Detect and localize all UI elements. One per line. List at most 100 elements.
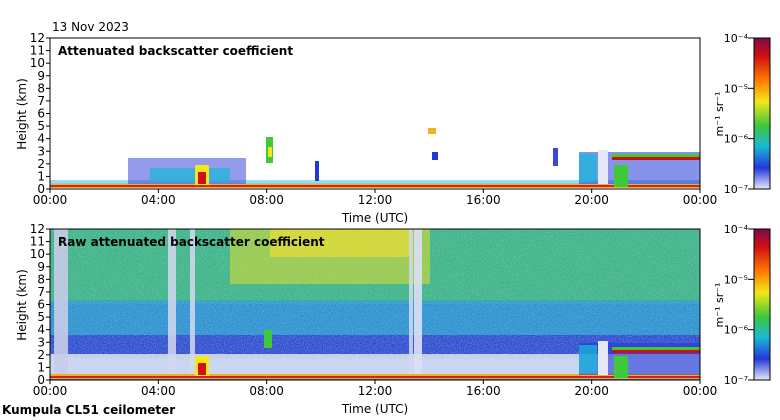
bottom-x-axis-label: Time (UTC) bbox=[341, 402, 408, 416]
y-tick-label: 11 bbox=[30, 235, 45, 249]
noise-speckle bbox=[50, 229, 700, 359]
x-tick-label: 16:00 bbox=[466, 193, 501, 207]
y-tick-label: 10 bbox=[30, 56, 45, 70]
y-tick-label: 2 bbox=[37, 157, 45, 171]
x-tick-label: 20:00 bbox=[574, 193, 609, 207]
cloud-18h bbox=[553, 148, 558, 166]
y-tick-label: 12 bbox=[30, 31, 45, 45]
colorbar-tick-label: 10⁻⁴ bbox=[724, 32, 749, 45]
surface-layer-edge bbox=[50, 185, 700, 187]
y-tick-label: 1 bbox=[37, 360, 45, 374]
gap-5h bbox=[168, 229, 176, 374]
evening-low-core bbox=[614, 165, 628, 187]
top-colorbar: 10⁻⁴ 10⁻⁵ 10⁻⁶ 10⁻⁷ m⁻¹ sr⁻¹ bbox=[713, 32, 771, 196]
y-tick-label: 9 bbox=[37, 69, 45, 83]
x-tick-label: 08:00 bbox=[249, 193, 284, 207]
gap-13.8h bbox=[414, 229, 422, 374]
y-tick-label: 8 bbox=[37, 81, 45, 95]
top-heatmap bbox=[50, 128, 700, 188]
cloud-8h-core bbox=[268, 147, 272, 157]
y-tick-label: 0 bbox=[37, 373, 45, 387]
bottom-heatmap bbox=[50, 229, 700, 379]
low-cloud-core bbox=[198, 363, 206, 375]
bottom-colorbar-unit: m⁻¹ sr⁻¹ bbox=[713, 283, 726, 328]
evening-gap bbox=[598, 341, 608, 375]
gap-13.5h bbox=[409, 229, 413, 374]
y-tick-label: 8 bbox=[37, 272, 45, 286]
x-tick-label: 00:00 bbox=[33, 193, 68, 207]
x-tick-label: 00:00 bbox=[683, 384, 718, 398]
low-cloud-core bbox=[198, 172, 206, 184]
bottom-chart-title: Raw attenuated backscatter coefficient bbox=[58, 235, 325, 249]
cloud-10h bbox=[315, 161, 319, 181]
x-tick-label: 08:00 bbox=[249, 384, 284, 398]
x-tick-label: 20:00 bbox=[574, 384, 609, 398]
colorbar-tick-label: 10⁻⁵ bbox=[724, 273, 748, 286]
top-x-axis-label: Time (UTC) bbox=[341, 211, 408, 225]
y-tick-label: 9 bbox=[37, 260, 45, 274]
evening-low-cloud bbox=[579, 345, 597, 373]
top-colorbar-ticks: 10⁻⁴ 10⁻⁵ 10⁻⁶ 10⁻⁷ bbox=[724, 32, 754, 196]
y-tick-label: 5 bbox=[37, 119, 45, 133]
aerosol-14h bbox=[428, 128, 436, 134]
top-y-axis-label: Height (km) bbox=[15, 78, 29, 149]
evening-low-core bbox=[614, 356, 628, 378]
y-tick-label: 2 bbox=[37, 348, 45, 362]
surface-haze bbox=[50, 180, 700, 184]
top-x-axis: 00:00 04:00 08:00 12:00 16:00 20:00 00:00 bbox=[33, 189, 718, 207]
x-tick-label: 00:00 bbox=[33, 384, 68, 398]
bottom-colorbar-gradient bbox=[753, 228, 771, 381]
x-tick-label: 12:00 bbox=[358, 193, 393, 207]
gap-0h bbox=[54, 229, 68, 374]
top-colorbar-gradient bbox=[753, 37, 771, 190]
station-label: Kumpula CL51 ceilometer bbox=[2, 403, 175, 417]
evening-gap bbox=[598, 150, 608, 184]
colorbar-tick-label: 10⁻⁷ bbox=[724, 183, 748, 196]
x-tick-label: 04:00 bbox=[141, 384, 176, 398]
top-panel: Attenuated backscatter coefficient 01234… bbox=[15, 31, 717, 225]
colorbar-tick-label: 10⁻⁵ bbox=[724, 82, 748, 95]
bottom-colorbar-ticks: 10⁻⁴ 10⁻⁵ 10⁻⁶ 10⁻⁷ bbox=[724, 223, 754, 387]
y-tick-label: 12 bbox=[30, 222, 45, 236]
evening-cloud-base bbox=[612, 347, 700, 352]
y-tick-label: 5 bbox=[37, 310, 45, 324]
date-label: 13 Nov 2023 bbox=[52, 20, 129, 34]
y-tick-label: 1 bbox=[37, 169, 45, 183]
aerosol-14h-low bbox=[432, 152, 438, 160]
y-tick-label: 0 bbox=[37, 182, 45, 196]
gap-5.5h bbox=[190, 229, 195, 374]
y-tick-label: 10 bbox=[30, 247, 45, 261]
bottom-x-axis: 00:00 04:00 08:00 12:00 16:00 20:00 00:00 bbox=[33, 380, 718, 398]
evening-cloud-red bbox=[612, 350, 700, 353]
evening-cloud-red bbox=[612, 157, 700, 160]
colorbar-tick-label: 10⁻⁴ bbox=[724, 223, 749, 236]
cloud-returns-dense bbox=[150, 168, 230, 182]
x-tick-label: 00:00 bbox=[683, 193, 718, 207]
colorbar-tick-label: 10⁻⁷ bbox=[724, 374, 748, 387]
colorbar-tick-label: 10⁻⁶ bbox=[724, 133, 749, 146]
x-tick-label: 16:00 bbox=[466, 384, 501, 398]
y-tick-label: 4 bbox=[37, 132, 45, 146]
x-tick-label: 12:00 bbox=[358, 384, 393, 398]
bottom-y-axis-label: Height (km) bbox=[15, 269, 29, 340]
surface-layer-edge bbox=[50, 376, 700, 378]
bottom-colorbar: 10⁻⁴ 10⁻⁵ 10⁻⁶ 10⁻⁷ m⁻¹ sr⁻¹ bbox=[713, 223, 771, 387]
y-tick-label: 3 bbox=[37, 335, 45, 349]
y-tick-label: 7 bbox=[37, 94, 45, 108]
x-tick-label: 04:00 bbox=[141, 193, 176, 207]
y-tick-label: 4 bbox=[37, 323, 45, 337]
evening-low-cloud bbox=[579, 154, 597, 182]
cloud-8h bbox=[264, 330, 272, 348]
top-colorbar-unit: m⁻¹ sr⁻¹ bbox=[713, 92, 726, 137]
y-tick-label: 6 bbox=[37, 298, 45, 312]
y-tick-label: 11 bbox=[30, 44, 45, 58]
bottom-panel: Raw attenuated backscatter coefficient 0… bbox=[15, 222, 717, 416]
y-tick-label: 3 bbox=[37, 144, 45, 158]
y-tick-label: 6 bbox=[37, 107, 45, 121]
colorbar-tick-label: 10⁻⁶ bbox=[724, 324, 749, 337]
top-chart-title: Attenuated backscatter coefficient bbox=[58, 44, 293, 58]
y-tick-label: 7 bbox=[37, 285, 45, 299]
